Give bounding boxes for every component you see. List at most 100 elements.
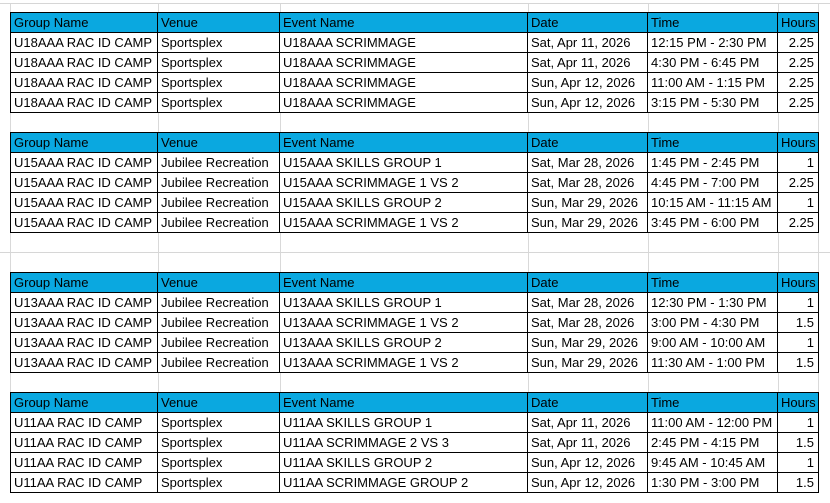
cell-venue[interactable]: Jubilee Recreation xyxy=(158,173,280,193)
cell-venue[interactable]: Sportsplex xyxy=(158,53,280,73)
cell-date[interactable]: Sun, Mar 29, 2026 xyxy=(528,213,648,233)
cell-time[interactable]: 4:30 PM - 6:45 PM xyxy=(648,53,778,73)
column-header-group[interactable]: Group Name xyxy=(11,13,158,33)
cell-hours[interactable]: 2.25 xyxy=(778,53,819,73)
cell-date[interactable]: Sun, Mar 29, 2026 xyxy=(528,193,648,213)
cell-group[interactable]: U18AAA RAC ID CAMP xyxy=(11,93,158,113)
cell-group[interactable]: U13AAA RAC ID CAMP xyxy=(11,353,158,373)
column-header-hours[interactable]: Hours xyxy=(778,273,819,293)
cell-date[interactable]: Sat, Apr 11, 2026 xyxy=(528,413,648,433)
cell-time[interactable]: 4:45 PM - 7:00 PM xyxy=(648,173,778,193)
cell-venue[interactable]: Sportsplex xyxy=(158,33,280,53)
cell-time[interactable]: 3:45 PM - 6:00 PM xyxy=(648,213,778,233)
cell-date[interactable]: Sat, Mar 28, 2026 xyxy=(528,313,648,333)
cell-event[interactable]: U18AAA SCRIMMAGE xyxy=(280,73,528,93)
cell-hours-copy-marquee[interactable]: 2.25 xyxy=(778,73,819,93)
cell-date[interactable]: Sun, Apr 12, 2026 xyxy=(528,93,648,113)
cell-venue[interactable]: Sportsplex xyxy=(158,453,280,473)
cell-hours[interactable]: 2.25 xyxy=(778,33,819,53)
cell-date[interactable]: Sat, Mar 28, 2026 xyxy=(528,173,648,193)
cell-time[interactable]: 11:00 AM - 1:15 PM xyxy=(648,73,778,93)
cell-venue[interactable]: Jubilee Recreation xyxy=(158,353,280,373)
column-header-date[interactable]: Date xyxy=(528,393,648,413)
cell-venue[interactable]: Sportsplex xyxy=(158,73,280,93)
cell-event[interactable]: U11AA SCRIMMAGE GROUP 2 xyxy=(280,473,528,493)
cell-hours[interactable]: 1 xyxy=(778,333,819,353)
column-header-hours[interactable]: Hours xyxy=(778,393,819,413)
cell-group[interactable]: U13AAA RAC ID CAMP xyxy=(11,333,158,353)
column-header-venue[interactable]: Venue xyxy=(158,273,280,293)
cell-date[interactable]: Sat, Mar 28, 2026 xyxy=(528,153,648,173)
cell-venue[interactable]: Sportsplex xyxy=(158,413,280,433)
cell-event[interactable]: U13AAA SKILLS GROUP 1 xyxy=(280,293,528,313)
cell-event[interactable]: U15AAA SCRIMMAGE 1 VS 2 xyxy=(280,173,528,193)
column-header-time[interactable]: Time xyxy=(648,13,778,33)
cell-time[interactable]: 3:15 PM - 5:30 PM xyxy=(648,93,778,113)
cell-hours[interactable]: 2.25 xyxy=(778,213,819,233)
cell-time[interactable]: 3:00 PM - 4:30 PM xyxy=(648,313,778,333)
column-header-group[interactable]: Group Name xyxy=(11,393,158,413)
cell-event[interactable]: U13AAA SCRIMMAGE 1 VS 2 xyxy=(280,353,528,373)
cell-venue[interactable]: Jubilee Recreation xyxy=(158,153,280,173)
cell-venue[interactable]: Sportsplex xyxy=(158,433,280,453)
column-header-time[interactable]: Time xyxy=(648,133,778,153)
cell-group[interactable]: U13AAA RAC ID CAMP xyxy=(11,293,158,313)
cell-time[interactable]: 2:45 PM - 4:15 PM xyxy=(648,433,778,453)
cell-event[interactable]: U18AAA SCRIMMAGE xyxy=(280,53,528,73)
cell-venue[interactable]: Jubilee Recreation xyxy=(158,193,280,213)
cell-event[interactable]: U13AAA SKILLS GROUP 2 xyxy=(280,333,528,353)
column-header-hours[interactable]: Hours xyxy=(778,13,819,33)
column-header-venue[interactable]: Venue xyxy=(158,133,280,153)
cell-hours[interactable]: 1 xyxy=(778,193,819,213)
cell-group[interactable]: U13AAA RAC ID CAMP xyxy=(11,313,158,333)
cell-hours[interactable]: 1 xyxy=(778,153,819,173)
cell-group[interactable]: U18AAA RAC ID CAMP xyxy=(11,53,158,73)
cell-date[interactable]: Sat, Mar 28, 2026 xyxy=(528,293,648,313)
cell-event[interactable]: U11AA SKILLS GROUP 2 xyxy=(280,453,528,473)
cell-hours[interactable]: 1.5 xyxy=(778,313,819,333)
cell-hours[interactable]: 1.5 xyxy=(778,473,819,493)
cell-date[interactable]: Sun, Apr 12, 2026 xyxy=(528,473,648,493)
column-header-date[interactable]: Date xyxy=(528,133,648,153)
cell-venue[interactable]: Sportsplex xyxy=(158,93,280,113)
cell-date[interactable]: Sat, Apr 11, 2026 xyxy=(528,53,648,73)
cell-time[interactable]: 10:15 AM - 11:15 AM xyxy=(648,193,778,213)
cell-hours[interactable]: 2.25 xyxy=(778,173,819,193)
column-header-group[interactable]: Group Name xyxy=(11,273,158,293)
column-header-event[interactable]: Event Name xyxy=(280,13,528,33)
column-header-date[interactable]: Date xyxy=(528,273,648,293)
cell-hours[interactable]: 1 xyxy=(778,293,819,313)
cell-group[interactable]: U18AAA RAC ID CAMP xyxy=(11,73,158,93)
cell-time[interactable]: 1:45 PM - 2:45 PM xyxy=(648,153,778,173)
cell-time[interactable]: 12:30 PM - 1:30 PM xyxy=(648,293,778,313)
cell-venue[interactable]: Jubilee Recreation xyxy=(158,333,280,353)
cell-date[interactable]: Sat, Apr 11, 2026 xyxy=(528,33,648,53)
cell-venue[interactable]: Jubilee Recreation xyxy=(158,293,280,313)
column-header-event[interactable]: Event Name xyxy=(280,133,528,153)
cell-date[interactable]: Sun, Apr 12, 2026 xyxy=(528,73,648,93)
cell-venue[interactable]: Jubilee Recreation xyxy=(158,213,280,233)
cell-group[interactable]: U15AAA RAC ID CAMP xyxy=(11,193,158,213)
cell-event[interactable]: U11AA SCRIMMAGE 2 VS 3 xyxy=(280,433,528,453)
cell-group[interactable]: U11AA RAC ID CAMP xyxy=(11,413,158,433)
cell-time[interactable]: 12:15 PM - 2:30 PM xyxy=(648,33,778,53)
cell-date[interactable]: Sun, Mar 29, 2026 xyxy=(528,333,648,353)
column-header-date[interactable]: Date xyxy=(528,13,648,33)
column-header-hours[interactable]: Hours xyxy=(778,133,819,153)
cell-event[interactable]: U18AAA SCRIMMAGE xyxy=(280,33,528,53)
cell-group[interactable]: U11AA RAC ID CAMP xyxy=(11,433,158,453)
cell-event[interactable]: U13AAA SCRIMMAGE 1 VS 2 xyxy=(280,313,528,333)
column-header-time[interactable]: Time xyxy=(648,393,778,413)
cell-hours[interactable]: 1.5 xyxy=(778,353,819,373)
cell-date[interactable]: Sat, Apr 11, 2026 xyxy=(528,433,648,453)
cell-hours[interactable]: 2.25 xyxy=(778,93,819,113)
cell-group[interactable]: U18AAA RAC ID CAMP xyxy=(11,33,158,53)
cell-time[interactable]: 11:00 AM - 12:00 PM xyxy=(648,413,778,433)
cell-hours[interactable]: 1 xyxy=(778,453,819,473)
cell-venue[interactable]: Sportsplex xyxy=(158,473,280,493)
cell-hours[interactable]: 1 xyxy=(778,413,819,433)
cell-event[interactable]: U18AAA SCRIMMAGE xyxy=(280,93,528,113)
cell-hours[interactable]: 1.5 xyxy=(778,433,819,453)
cell-time[interactable]: 1:30 PM - 3:00 PM xyxy=(648,473,778,493)
cell-time[interactable]: 11:30 AM - 1:00 PM xyxy=(648,353,778,373)
